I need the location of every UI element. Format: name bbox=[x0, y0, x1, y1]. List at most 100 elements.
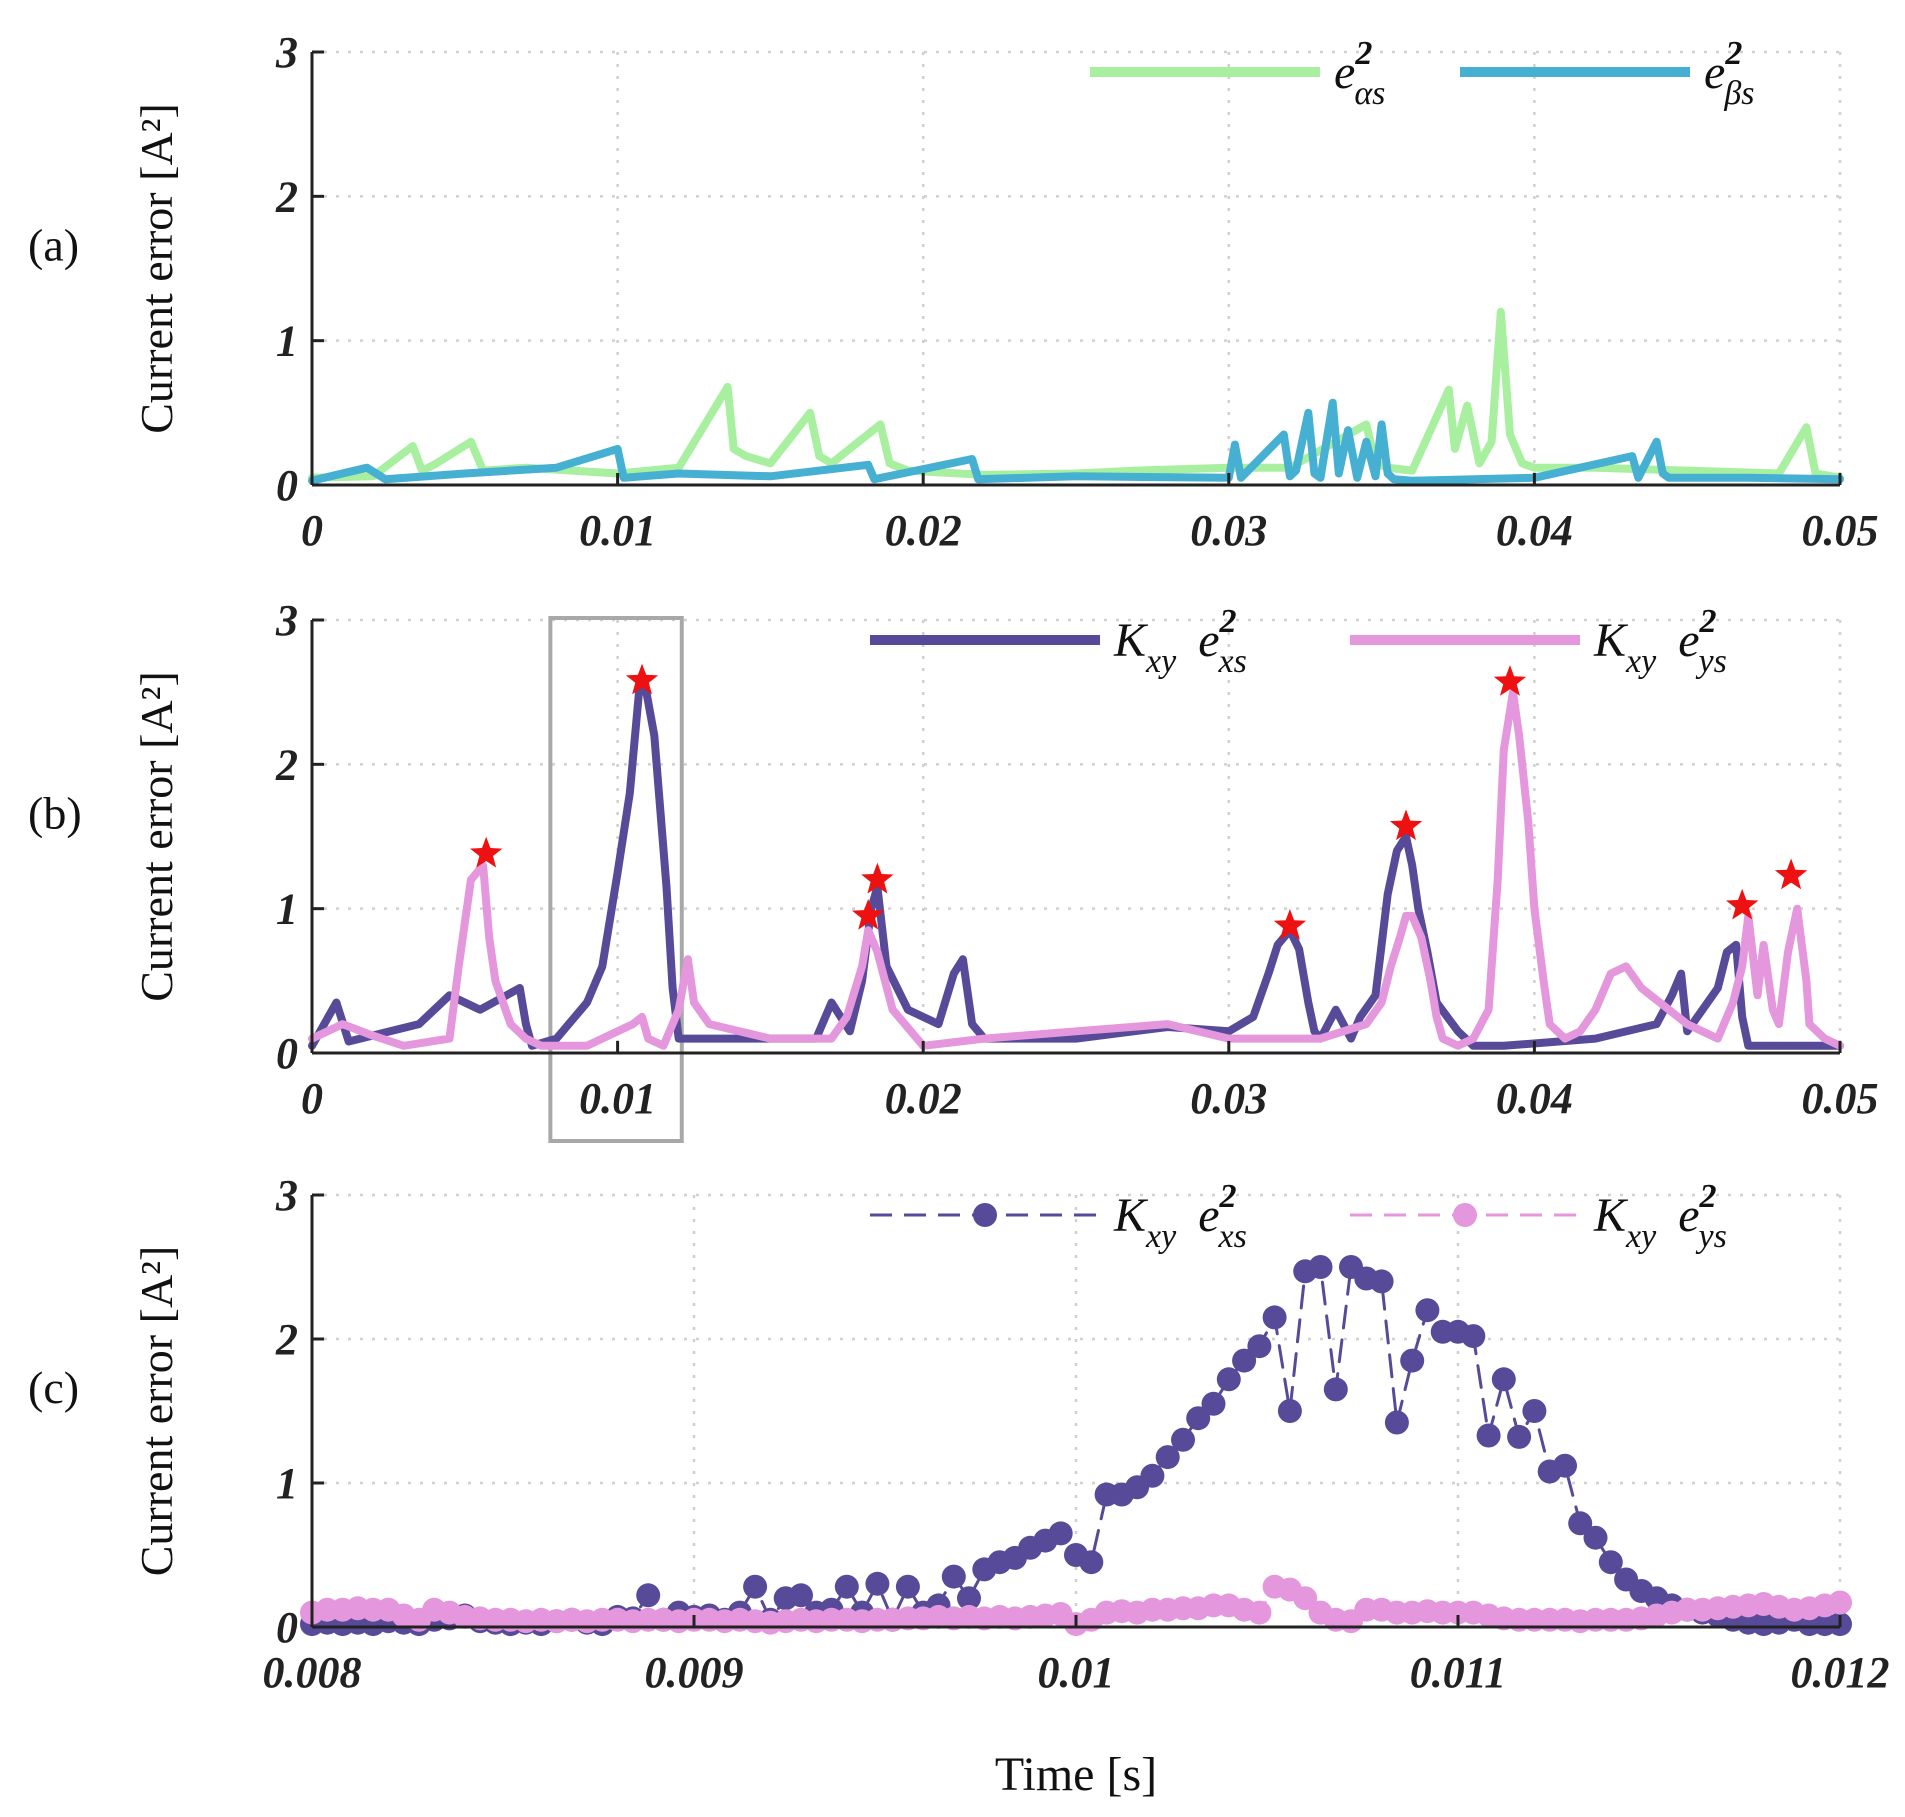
y-tick-label: 3 bbox=[275, 1171, 298, 1220]
peak-star-marker bbox=[1273, 909, 1307, 940]
series-kxy-eys-line bbox=[308, 688, 1844, 1050]
legend-label: e2 βs bbox=[1704, 35, 1754, 112]
peak-star-marker bbox=[470, 836, 503, 868]
data-point bbox=[1201, 1391, 1226, 1416]
data-point bbox=[1308, 1255, 1333, 1279]
legend-label: Kxy e2 xs bbox=[1113, 603, 1247, 680]
data-point bbox=[1262, 1305, 1287, 1330]
data-point bbox=[941, 1564, 966, 1589]
x-tick-label: 0.01 bbox=[579, 1074, 656, 1123]
data-point bbox=[865, 1571, 890, 1596]
x-axis-label: Time [s] bbox=[995, 1748, 1157, 1801]
data-point bbox=[636, 1583, 661, 1608]
data-point bbox=[1079, 1550, 1104, 1575]
y-tick-label: 1 bbox=[276, 885, 298, 934]
legend: e2 αs e2 βs bbox=[1090, 35, 1754, 112]
y-tick-label: 0 bbox=[276, 1029, 298, 1078]
y-tick-label: 2 bbox=[275, 740, 298, 789]
peak-star-marker bbox=[1389, 809, 1423, 841]
x-tick-label: 0.04 bbox=[1496, 1074, 1573, 1123]
x-tick-label: 0.03 bbox=[1190, 1074, 1267, 1123]
data-point bbox=[1277, 1399, 1302, 1423]
x-tick-label: 0.009 bbox=[645, 1648, 744, 1697]
peak-star-marker bbox=[852, 898, 885, 930]
panel-label: (a) bbox=[28, 220, 79, 271]
peak-star-marker bbox=[625, 663, 659, 695]
data-point bbox=[1048, 1521, 1073, 1546]
y-tick-label: 1 bbox=[276, 317, 298, 366]
data-point bbox=[1384, 1410, 1409, 1435]
legend-swatch-marker bbox=[1453, 1203, 1477, 1227]
y-axis-label: Current error [A²] bbox=[131, 1246, 182, 1577]
legend-label: e2 αs bbox=[1334, 35, 1385, 112]
x-tick-label: 0.02 bbox=[885, 1074, 962, 1123]
panel-label: (c) bbox=[28, 1362, 79, 1413]
x-tick-label: 0.05 bbox=[1802, 1074, 1879, 1123]
data-point bbox=[1461, 1324, 1486, 1349]
peak-star-marker bbox=[1726, 888, 1759, 920]
panel-b: 0 1 2 3 0 0.01 0.02 0.03 0.04 0.05 Current error [… bbox=[28, 596, 1879, 1143]
x-tick-label: 0.05 bbox=[1802, 506, 1879, 555]
zoom-region-box bbox=[548, 616, 684, 1143]
legend-entry: e2 βs bbox=[1460, 35, 1754, 112]
data-point bbox=[1293, 1586, 1318, 1611]
data-point bbox=[1216, 1367, 1241, 1392]
data-point bbox=[1323, 1377, 1348, 1402]
peak-star-marker bbox=[861, 862, 894, 894]
x-tick-label: 0.008 bbox=[263, 1648, 362, 1697]
data-point bbox=[1828, 1590, 1852, 1615]
panel-label: (b) bbox=[28, 788, 82, 839]
series-e-alpha-s-line bbox=[308, 307, 1844, 482]
legend-label: Kxy e2 ys bbox=[1593, 1178, 1727, 1255]
data-point bbox=[957, 1586, 981, 1611]
gridlines bbox=[312, 618, 1842, 1053]
data-point bbox=[1247, 1334, 1272, 1359]
peak-star-marker bbox=[1774, 858, 1808, 890]
data-point bbox=[1553, 1453, 1577, 1478]
legend-entry: Kxy e2 ys bbox=[1350, 1178, 1727, 1255]
data-point bbox=[789, 1583, 813, 1608]
gridlines bbox=[312, 50, 1842, 485]
legend: Kxy e2 xs Kxy e2 ys bbox=[870, 603, 1727, 680]
data-point bbox=[1522, 1399, 1547, 1423]
data-point bbox=[1568, 1511, 1593, 1536]
data-point bbox=[1369, 1269, 1394, 1294]
legend-entry: Kxy e2 xs bbox=[870, 1178, 1247, 1255]
data-point bbox=[743, 1574, 768, 1599]
legend-label: Kxy e2 ys bbox=[1593, 603, 1727, 680]
x-tick-label: 0.01 bbox=[1038, 1648, 1115, 1697]
x-tick-label: 0.012 bbox=[1791, 1648, 1890, 1697]
data-point bbox=[1155, 1445, 1180, 1470]
y-tick-label: 2 bbox=[275, 1315, 298, 1364]
data-point bbox=[1583, 1525, 1608, 1550]
data-point bbox=[1232, 1348, 1257, 1373]
data-point bbox=[1171, 1427, 1195, 1452]
x-tick-label: 0 bbox=[301, 1074, 323, 1123]
peak-star-marker bbox=[1493, 665, 1527, 696]
legend-entry: e2 αs bbox=[1090, 35, 1385, 112]
series-kxy-exs-line bbox=[308, 681, 1844, 1050]
legend-swatch-marker bbox=[973, 1203, 997, 1227]
y-tick-label: 1 bbox=[276, 1459, 298, 1508]
panel-c: 0 1 2 3 0.008 0.009 0.01 0.011 0.012 Current erro… bbox=[28, 1171, 1890, 1801]
x-tick-label: 0.011 bbox=[1410, 1648, 1507, 1697]
panel-a: 0 1 2 3 0 0.01 0.02 0.03 0.04 0.05 Current error [… bbox=[28, 28, 1879, 555]
data-point bbox=[1186, 1406, 1211, 1431]
data-point bbox=[895, 1574, 920, 1599]
y-tick-label: 0 bbox=[276, 461, 298, 510]
x-tick-label: 0.01 bbox=[579, 506, 656, 555]
x-tick-label: 0.04 bbox=[1496, 506, 1573, 555]
data-point bbox=[1507, 1424, 1532, 1449]
data-point bbox=[834, 1574, 859, 1599]
data-point bbox=[1415, 1298, 1440, 1323]
data-point bbox=[1140, 1463, 1165, 1488]
x-tick-label: 0.02 bbox=[885, 506, 962, 555]
x-tick-label: 0 bbox=[301, 506, 323, 555]
y-tick-label: 3 bbox=[275, 596, 298, 645]
data-point bbox=[1598, 1550, 1623, 1575]
legend-entry: Kxy e2 ys bbox=[1350, 603, 1727, 680]
gridlines bbox=[312, 1193, 1842, 1627]
series-kxy-eys-dashed-markers bbox=[300, 1574, 1852, 1637]
y-tick-label: 3 bbox=[275, 28, 298, 77]
